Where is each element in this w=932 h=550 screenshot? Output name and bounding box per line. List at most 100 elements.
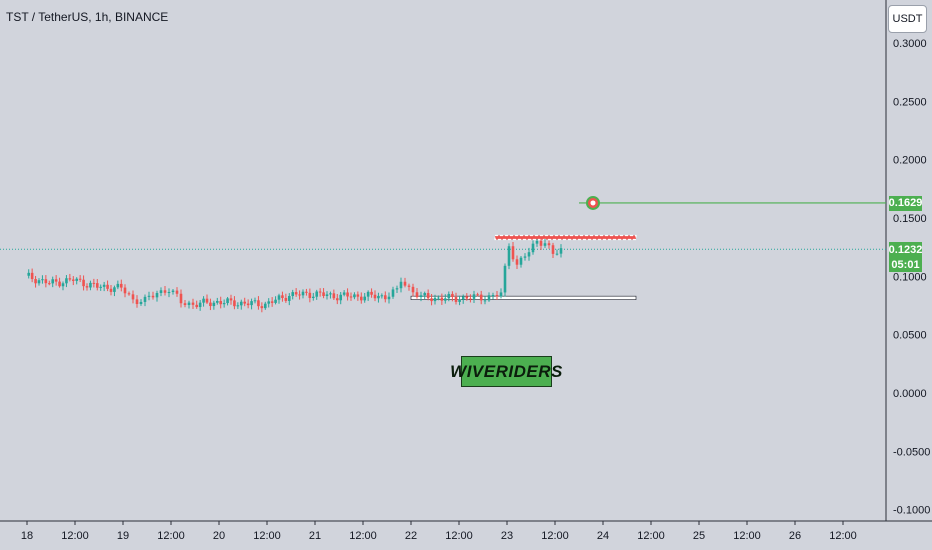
x-tick-label: 26 (789, 530, 801, 542)
candle-body (147, 295, 151, 297)
y-tick-label: 0.3000 (893, 38, 927, 50)
candle-body (89, 282, 92, 288)
x-tick-label: 12:00 (829, 530, 857, 542)
candle-body (246, 303, 250, 306)
candle-body (267, 301, 271, 304)
candle-body (551, 245, 555, 254)
candle-body (454, 297, 458, 302)
candle-body (250, 301, 253, 306)
candle-body (377, 295, 380, 299)
candle-body (383, 295, 387, 300)
x-tick-label: 22 (405, 530, 417, 542)
candle-body (527, 252, 531, 257)
candle-body (483, 300, 487, 302)
candle-body (523, 256, 527, 258)
candle-body (407, 285, 411, 287)
candle-body (426, 293, 430, 299)
x-tick-label: 25 (693, 530, 705, 542)
candle-countdown-label: 05:01 (889, 257, 922, 273)
candle-body (458, 299, 461, 302)
candle-body (78, 278, 82, 280)
candle-body (349, 296, 353, 298)
candle-body (171, 290, 175, 293)
candle-body (215, 301, 219, 303)
candle-body (131, 294, 135, 300)
x-tick-label: 12:00 (541, 530, 569, 542)
candle-body (559, 248, 563, 254)
candle-body (476, 294, 479, 296)
candle-body (187, 302, 191, 305)
candle-body (339, 294, 343, 301)
candle-body (139, 301, 143, 305)
candle-body (325, 294, 329, 297)
x-tick-label: 12:00 (445, 530, 473, 542)
candle-body (531, 243, 535, 253)
candle-body (430, 298, 433, 302)
candle-body (359, 296, 363, 301)
candle-body (82, 279, 85, 287)
candle-body (209, 302, 212, 307)
candle-body (179, 293, 183, 304)
candle-body (41, 279, 44, 281)
candle-body (291, 292, 295, 297)
candle-body (419, 295, 423, 298)
candle-body (127, 293, 131, 295)
candle-body (539, 240, 543, 246)
y-tick-label: 0.0000 (893, 388, 927, 400)
resistance-zone (494, 234, 637, 241)
candle-body (135, 299, 139, 305)
candle-body (191, 302, 195, 305)
candle-body (30, 272, 34, 280)
candle-body (363, 296, 367, 301)
candle-body (167, 292, 171, 294)
x-tick-label: 12:00 (253, 530, 281, 542)
candle-body (305, 291, 308, 293)
candle-body (535, 240, 539, 244)
candle-body (222, 303, 226, 305)
candle-body (298, 294, 301, 296)
candle-body (159, 290, 163, 294)
candle-body (499, 292, 503, 297)
y-tick-label: 0.1000 (893, 271, 927, 283)
candle-body (263, 303, 267, 309)
candle-body (102, 284, 106, 287)
x-tick-label: 24 (597, 530, 609, 542)
candle-body (113, 287, 116, 292)
candle-body (65, 278, 68, 284)
candle-body (447, 293, 451, 299)
candle-body (34, 279, 37, 284)
support-zone (410, 295, 637, 300)
candle-body (54, 279, 58, 282)
y-tick-label: -0.0500 (893, 446, 930, 458)
candle-body (287, 296, 291, 301)
candle-body (503, 265, 507, 293)
candle-body (270, 301, 274, 303)
candle-body (219, 301, 223, 305)
candle-body (373, 294, 377, 299)
candle-body (335, 298, 339, 301)
candle-body (511, 246, 515, 260)
candle-body (294, 292, 298, 295)
candle-body (543, 243, 547, 246)
candle-body (99, 286, 103, 288)
candle-body (143, 296, 147, 302)
y-tick-label: 0.0500 (893, 330, 927, 342)
candle-body (387, 296, 391, 300)
candle-body (274, 299, 277, 303)
candle-body (236, 305, 240, 307)
candle-body (315, 291, 319, 297)
candle-body (37, 280, 41, 284)
candle-body (116, 283, 120, 288)
candle-body (106, 284, 109, 289)
candle-body (253, 300, 257, 302)
x-tick-label: 23 (501, 530, 513, 542)
candle-body (257, 300, 260, 307)
candle-body (92, 282, 96, 284)
candle-body (58, 281, 61, 287)
candle-body (353, 294, 356, 298)
watermark-logo: WIVERIDERS (450, 356, 562, 387)
currency-unit-button[interactable]: USDT (888, 5, 927, 33)
candle-body (472, 294, 476, 299)
